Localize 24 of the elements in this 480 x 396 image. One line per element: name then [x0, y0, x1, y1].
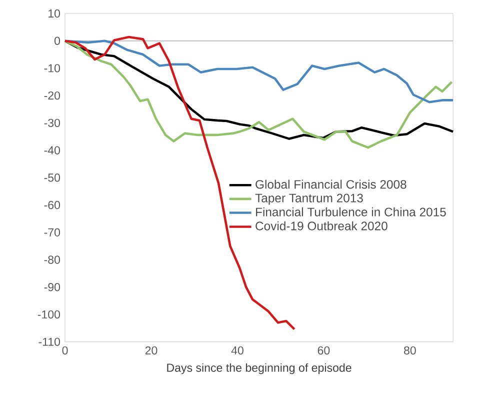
- x-tick-label: 40: [231, 346, 244, 355]
- x-tick-label: 20: [145, 346, 158, 355]
- y-tick-label: 10: [48, 10, 60, 18]
- x-axis-title: Days since the beginning of episode: [167, 363, 352, 374]
- legend-label: Taper Tantrum 2013: [255, 194, 363, 205]
- y-tick-label: -10: [44, 64, 60, 72]
- y-tick-label: -70: [44, 228, 60, 237]
- y-tick-label: -100: [38, 310, 60, 319]
- y-tick-label: -50: [44, 174, 60, 182]
- legend-label: Covid-19 Outbreak 2020: [256, 221, 388, 230]
- x-tick-label: 60: [318, 346, 330, 355]
- y-tick-label: -80: [44, 256, 60, 264]
- x-tick-label: 0: [62, 346, 68, 355]
- line-series: [64, 40, 454, 104]
- y-tick-label: -30: [44, 118, 60, 128]
- y-tick-label: -60: [44, 201, 60, 210]
- y-tick-label: -110: [38, 338, 60, 346]
- y-tick-label: -40: [44, 146, 60, 155]
- y-tick-label: -20: [44, 92, 60, 100]
- y-tick-label: -90: [44, 283, 60, 292]
- x-tick-label: 80: [404, 346, 416, 355]
- legend-label: Global Financial Crisis 2008: [256, 180, 406, 189]
- legend-label: Financial Turbulence in China 2015: [256, 208, 446, 216]
- y-tick-label: 0: [54, 36, 60, 46]
